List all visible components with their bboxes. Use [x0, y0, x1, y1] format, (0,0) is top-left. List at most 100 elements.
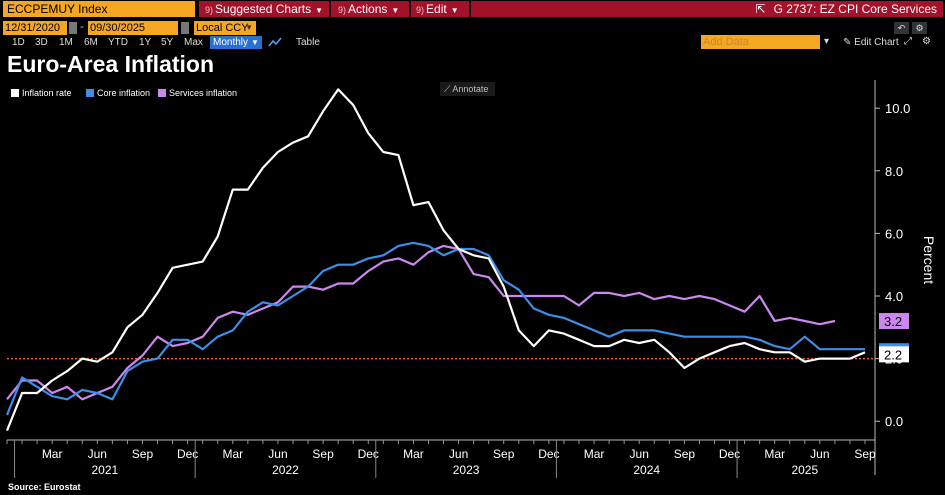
- x-year-label: 2025: [791, 463, 818, 477]
- x-tick-label: Mar: [584, 447, 605, 461]
- period-1y[interactable]: 1Y: [139, 37, 152, 48]
- legend-label: Inflation rate: [22, 88, 72, 98]
- date-separator: -: [80, 21, 84, 33]
- top-toolbar: ECCPEMUY Index 9) Suggested Charts ▼ 9) Act…: [0, 0, 945, 18]
- x-tick-label: Dec: [538, 447, 559, 461]
- x-tick-label: Sep: [854, 447, 876, 461]
- annotate-button[interactable]: ⟋ Annotate: [440, 82, 495, 96]
- table-button[interactable]: Table: [296, 37, 320, 48]
- settings-icon[interactable]: ⚙: [912, 22, 927, 34]
- period-max[interactable]: Max: [184, 37, 203, 48]
- annotate-label: Annotate: [452, 84, 489, 94]
- end-date-field[interactable]: 09/30/2025: [88, 21, 178, 35]
- edit-button[interactable]: 9) Edit ▼: [416, 1, 459, 17]
- x-tick-label: Sep: [674, 447, 696, 461]
- edit-chart-button[interactable]: ✎ Edit Chart: [843, 36, 899, 49]
- calendar-icon[interactable]: [69, 22, 77, 34]
- frequency-select[interactable]: Monthly ▼: [210, 36, 262, 49]
- source-note: Source: Eurostat: [8, 482, 81, 492]
- y-tick-label: 0.0: [885, 414, 903, 429]
- legend-swatch: [86, 89, 94, 97]
- period-3d[interactable]: 3D: [35, 37, 48, 48]
- x-tick-label: Dec: [719, 447, 740, 461]
- menu-divider: [409, 1, 411, 17]
- period-6m[interactable]: 6M: [84, 37, 98, 48]
- x-tick-label: Mar: [403, 447, 424, 461]
- chart-title: Euro-Area Inflation: [7, 51, 215, 77]
- x-tick-label: Dec: [358, 447, 379, 461]
- x-tick-label: Mar: [42, 447, 63, 461]
- x-tick-label: Jun: [88, 447, 107, 461]
- suggested-charts-number: 9): [205, 5, 214, 15]
- chevron-down-icon: ▼: [450, 6, 459, 15]
- legend-item-core[interactable]: Core inflation: [86, 88, 150, 98]
- x-tick-label: Jun: [268, 447, 287, 461]
- add-data-input[interactable]: Add Data: [701, 35, 820, 49]
- x-year-label: 2023: [453, 463, 480, 477]
- x-year-label: 2022: [272, 463, 299, 477]
- y-tick-label: 4.0: [885, 289, 903, 304]
- legend-swatch: [158, 89, 166, 97]
- services-inflation-line: [6, 244, 836, 401]
- actions-button[interactable]: 9) Actions ▼: [338, 1, 399, 17]
- y-tick-label: 6.0: [885, 226, 903, 241]
- line-chart-icon[interactable]: [268, 36, 282, 48]
- end-label-box: [879, 313, 909, 330]
- end-label-value: 2.2: [884, 347, 902, 362]
- x-tick-label: Jun: [810, 447, 829, 461]
- currency-select[interactable]: Local CCY ▼: [194, 21, 256, 35]
- legend-label: Core inflation: [97, 88, 151, 98]
- period-1d[interactable]: 1D: [12, 37, 25, 48]
- x-tick-label: Sep: [132, 447, 154, 461]
- x-tick-label: Sep: [312, 447, 334, 461]
- x-tick-label: Dec: [177, 447, 198, 461]
- actions-number: 9): [338, 5, 347, 15]
- x-tick-label: Mar: [222, 447, 243, 461]
- actions-label: Actions: [348, 2, 388, 16]
- end-labels: 3.2 2.2: [879, 313, 909, 363]
- inflation-rate-line: [5, 88, 866, 432]
- y-tick-label: 8.0: [885, 164, 903, 179]
- x-axis: Mar Jun Sep Dec Mar Jun Sep Dec Mar Jun Sep Dec Mar J…: [6, 439, 876, 478]
- edit-label: Edit: [426, 2, 447, 16]
- x-tick-label: Jun: [630, 447, 649, 461]
- x-tick-label: Sep: [493, 447, 515, 461]
- legend-item-services[interactable]: Services inflation: [158, 88, 237, 98]
- edit-number: 9): [416, 5, 425, 15]
- start-date-field[interactable]: 12/31/2020: [3, 21, 67, 35]
- suggested-charts-button[interactable]: 9) Suggested Charts ▼: [205, 1, 323, 17]
- export-icon[interactable]: ⇱: [755, 2, 766, 16]
- chart-id-text: G 2737: EZ CPI Core Services: [773, 2, 937, 16]
- menu-divider: [329, 1, 331, 17]
- end-label-value: 3.2: [884, 314, 902, 329]
- chevron-down-icon: ▼: [245, 23, 253, 32]
- chevron-down-icon: ▼: [315, 6, 323, 15]
- chevron-down-icon: ▼: [391, 6, 400, 15]
- period-1m[interactable]: 1M: [59, 37, 73, 48]
- legend-item-inflation[interactable]: Inflation rate: [11, 88, 72, 98]
- legend-swatch: [11, 89, 19, 97]
- pencil-icon: ✎: [843, 37, 855, 48]
- legend-label: Services inflation: [169, 88, 238, 98]
- calendar-icon[interactable]: [181, 22, 189, 34]
- edit-chart-label: Edit Chart: [854, 37, 899, 48]
- pencil-icon: ⟋: [444, 84, 453, 94]
- ticker-field[interactable]: ECCPEMUY Index: [3, 1, 195, 17]
- period-ytd[interactable]: YTD: [108, 37, 128, 48]
- menu-divider: [469, 1, 471, 17]
- expand-icon[interactable]: ⤢: [904, 36, 912, 47]
- chevron-down-icon[interactable]: ▾: [824, 36, 830, 47]
- x-year-label: 2024: [633, 463, 660, 477]
- chart-id-label: ⇱ G 2737: EZ CPI Core Services: [756, 1, 937, 17]
- y-tick-label: 10.0: [885, 101, 910, 116]
- end-label-box: [879, 346, 909, 363]
- settings-icon[interactable]: ⚙: [922, 36, 931, 47]
- period-5y[interactable]: 5Y: [161, 37, 174, 48]
- menu-bar: 9) Suggested Charts ▼ 9) Actions ▼ 9) Edit ▼ ⇱…: [199, 1, 943, 17]
- chevron-down-icon: ▼: [251, 38, 259, 47]
- core-inflation-line: [5, 241, 865, 416]
- currency-label: Local CCY: [196, 22, 249, 34]
- undo-icon[interactable]: ↶: [894, 22, 909, 34]
- frequency-label: Monthly: [213, 37, 249, 48]
